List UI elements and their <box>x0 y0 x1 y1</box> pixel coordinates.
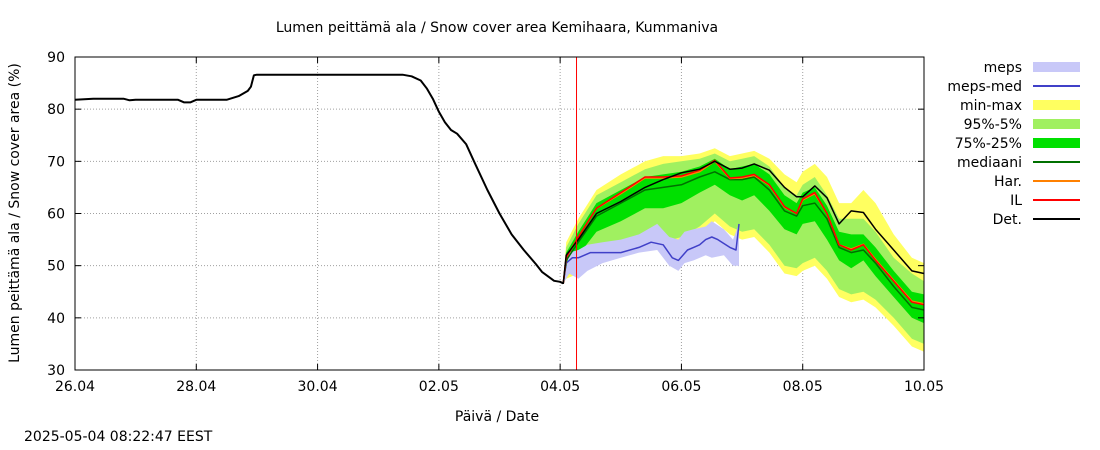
x-tick-label: 08.05 <box>783 379 823 395</box>
legend-swatch <box>1033 138 1080 148</box>
band-75-25 <box>563 158 924 324</box>
legend-label: 75%-25% <box>955 136 1022 152</box>
y-tick-label: 70 <box>47 154 65 170</box>
axis-ticks: 30 40 50 60 70 80 90 26.04 28.04 30.04 02.05 04.05 0… <box>47 50 944 395</box>
line-det-observed <box>74 73 564 285</box>
line-il <box>562 159 925 306</box>
legend-label: mediaani <box>957 155 1022 171</box>
x-tick-label: 10.05 <box>904 379 944 395</box>
legend-label: IL <box>1010 193 1022 209</box>
x-tick-label: 06.05 <box>661 379 701 395</box>
band-meps <box>563 221 739 284</box>
y-tick-label: 40 <box>47 311 65 327</box>
legend: meps meps-med min-max 95%-5% 75%-25% mediaani… <box>947 60 1080 228</box>
line-mediaani <box>562 171 925 311</box>
legend-swatch <box>1033 62 1080 72</box>
x-axis-label: Päivä / Date <box>455 409 539 425</box>
x-tick-label: 02.05 <box>419 379 459 395</box>
legend-label: meps-med <box>947 79 1022 95</box>
legend-swatch <box>1033 119 1080 129</box>
x-tick-label: 28.04 <box>176 379 216 395</box>
data-lines <box>74 57 925 370</box>
legend-label: Har. <box>994 174 1022 190</box>
y-tick-label: 80 <box>47 102 65 118</box>
y-tick-label: 50 <box>47 259 65 275</box>
legend-label: meps <box>984 60 1022 76</box>
generated-timestamp: 2025-05-04 08:22:47 EEST <box>24 429 213 445</box>
legend-label: min-max <box>960 98 1022 114</box>
legend-label: 95%-5% <box>964 117 1022 133</box>
y-axis-label: Lumen peittämä ala / Snow cover area (%) <box>7 63 23 363</box>
x-tick-label: 04.05 <box>540 379 580 395</box>
y-tick-label: 90 <box>47 50 65 66</box>
x-tick-label: 30.04 <box>298 379 338 395</box>
data-bands <box>563 148 924 352</box>
x-tick-label: 26.04 <box>55 379 95 395</box>
legend-swatch <box>1033 100 1080 110</box>
y-tick-label: 30 <box>47 363 65 379</box>
y-tick-label: 60 <box>47 207 65 223</box>
chart-title: Lumen peittämä ala / Snow cover area Kem… <box>276 20 718 36</box>
legend-label: Det. <box>993 212 1022 228</box>
line-det-forecast <box>562 160 925 284</box>
line-meps-med <box>562 223 740 285</box>
